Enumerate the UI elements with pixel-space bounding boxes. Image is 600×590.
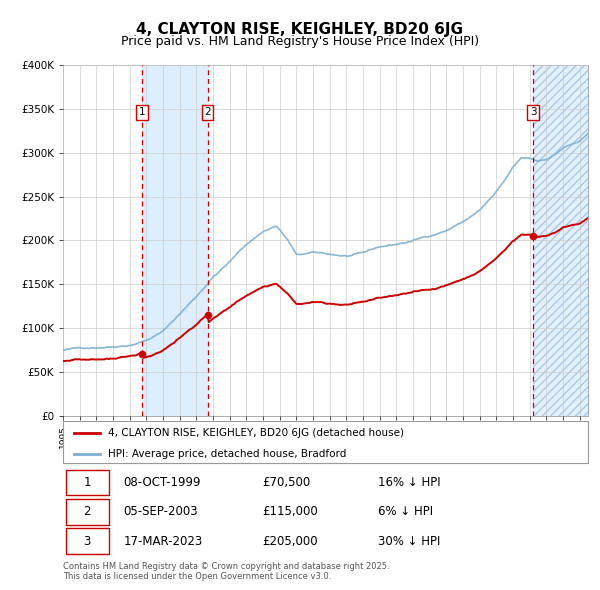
Text: 17-MAR-2023: 17-MAR-2023 xyxy=(124,535,203,548)
FancyBboxPatch shape xyxy=(65,470,109,496)
Text: 3: 3 xyxy=(530,107,536,117)
Text: 6% ↓ HPI: 6% ↓ HPI xyxy=(378,505,433,519)
Text: 05-SEP-2003: 05-SEP-2003 xyxy=(124,505,198,519)
Bar xyxy=(533,65,596,416)
Bar xyxy=(142,65,208,416)
Text: 2: 2 xyxy=(83,505,91,519)
FancyBboxPatch shape xyxy=(65,528,109,554)
Text: £115,000: £115,000 xyxy=(263,505,318,519)
Text: HPI: Average price, detached house, Bradford: HPI: Average price, detached house, Brad… xyxy=(107,449,346,459)
Text: 30% ↓ HPI: 30% ↓ HPI xyxy=(378,535,440,548)
Text: 3: 3 xyxy=(83,535,91,548)
FancyBboxPatch shape xyxy=(63,421,588,463)
Text: Price paid vs. HM Land Registry's House Price Index (HPI): Price paid vs. HM Land Registry's House … xyxy=(121,35,479,48)
FancyBboxPatch shape xyxy=(65,499,109,525)
Text: 4, CLAYTON RISE, KEIGHLEY, BD20 6JG (detached house): 4, CLAYTON RISE, KEIGHLEY, BD20 6JG (det… xyxy=(107,428,404,438)
Text: 2: 2 xyxy=(204,107,211,117)
Text: £70,500: £70,500 xyxy=(263,476,311,489)
Text: 08-OCT-1999: 08-OCT-1999 xyxy=(124,476,201,489)
Text: Contains HM Land Registry data © Crown copyright and database right 2025.
This d: Contains HM Land Registry data © Crown c… xyxy=(63,562,389,581)
Text: 1: 1 xyxy=(139,107,145,117)
Text: 4, CLAYTON RISE, KEIGHLEY, BD20 6JG: 4, CLAYTON RISE, KEIGHLEY, BD20 6JG xyxy=(137,22,464,37)
Text: 1: 1 xyxy=(83,476,91,489)
Text: 16% ↓ HPI: 16% ↓ HPI xyxy=(378,476,440,489)
Bar xyxy=(533,65,596,416)
Text: £205,000: £205,000 xyxy=(263,535,318,548)
